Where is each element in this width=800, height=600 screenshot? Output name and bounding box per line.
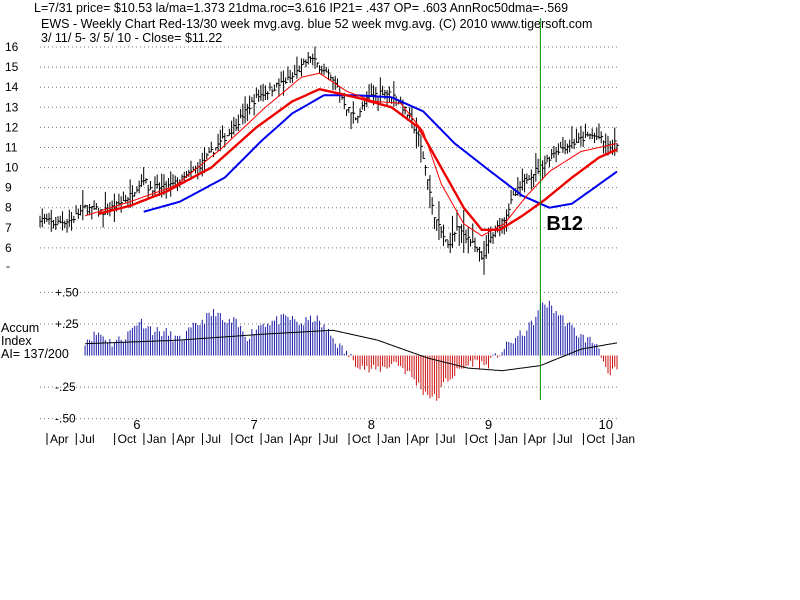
accum-grid [40, 291, 617, 420]
accum-index-average [85, 329, 618, 372]
month-label: Apr [176, 432, 195, 446]
month-label: Jan [147, 432, 166, 446]
accum-tick-label: +.50 [55, 285, 79, 299]
month-label: Jul [557, 432, 572, 446]
price-tick-label: 10 [5, 161, 19, 175]
year-label: 7 [251, 417, 258, 432]
price-tick-label: 12 [5, 120, 19, 134]
price-tick-label: 15 [5, 60, 19, 74]
price-tick-label: 16 [5, 40, 19, 54]
header-line-2: EWS - Weekly Chart Red-13/30 week mvg.av… [41, 17, 592, 31]
month-label: Apr [411, 432, 430, 446]
year-label: 6 [133, 417, 140, 432]
month-label: Oct [235, 432, 254, 446]
signal-label: B12 [546, 213, 583, 235]
price-tick-label: 9 [5, 181, 12, 195]
month-label: Jul [440, 432, 455, 446]
accum-index-bars [84, 300, 618, 401]
price-tick-label: 13 [5, 100, 19, 114]
accum-y-ticks: +.50 +.25 -.25 -.50 [55, 285, 79, 425]
month-label: Jan [264, 432, 283, 446]
month-label: Oct [118, 432, 137, 446]
price-tick-label: 14 [5, 80, 19, 94]
price-tick-label: 8 [5, 201, 12, 215]
month-label: Apr [293, 432, 312, 446]
moving-averages [84, 72, 618, 237]
price-y-ticks: 16 15 14 13 12 11 10 9 8 7 6 - [5, 40, 19, 273]
accum-label-line-1: Accum [1, 321, 39, 335]
price-tick-bottom: - [6, 259, 10, 273]
month-label: Jul [79, 432, 94, 446]
month-label: Jul [323, 432, 338, 446]
price-tick-label: 7 [5, 221, 12, 235]
price-bars [39, 46, 619, 275]
month-label: Jan [499, 432, 518, 446]
month-label: Jul [206, 432, 221, 446]
year-label: 8 [368, 417, 375, 432]
month-label: Apr [528, 432, 547, 446]
accum-tick-label: +.25 [55, 317, 79, 331]
month-label: Jan [381, 432, 400, 446]
year-label: 9 [485, 417, 492, 432]
accum-avg-line [85, 329, 618, 372]
ma52-line [143, 94, 618, 213]
header-line-3: 3/ 11/ 5- 3/ 5/ 10 - Close= $11.22 [41, 31, 222, 45]
x-axis: 6 7 8 9 10 Apr Jul Oct Jan Apr Jul Oct Jan Apr Jul Oct J… [46, 417, 635, 446]
month-label: Jan [616, 432, 635, 446]
month-label: Oct [352, 432, 371, 446]
price-grid [40, 46, 617, 249]
header-line-1: L=7/31 price= $10.53 la/ma=1.373 21dma.r… [34, 1, 568, 15]
price-tick-label: 11 [5, 140, 18, 154]
ma13-line [84, 72, 618, 237]
accum-label-line-3: AI= 137/200 [1, 347, 69, 361]
year-label: 10 [598, 417, 612, 432]
accum-tick-label: -.50 [55, 412, 76, 426]
accum-label-line-2: Index [1, 334, 32, 348]
accum-tick-label: -.25 [55, 380, 76, 394]
ma30-line [98, 87, 618, 231]
signal-group: B12 [539, 18, 583, 400]
month-label: Oct [586, 432, 605, 446]
month-label: Oct [469, 432, 488, 446]
month-label: Apr [50, 432, 69, 446]
price-tick-label: 6 [5, 241, 12, 255]
